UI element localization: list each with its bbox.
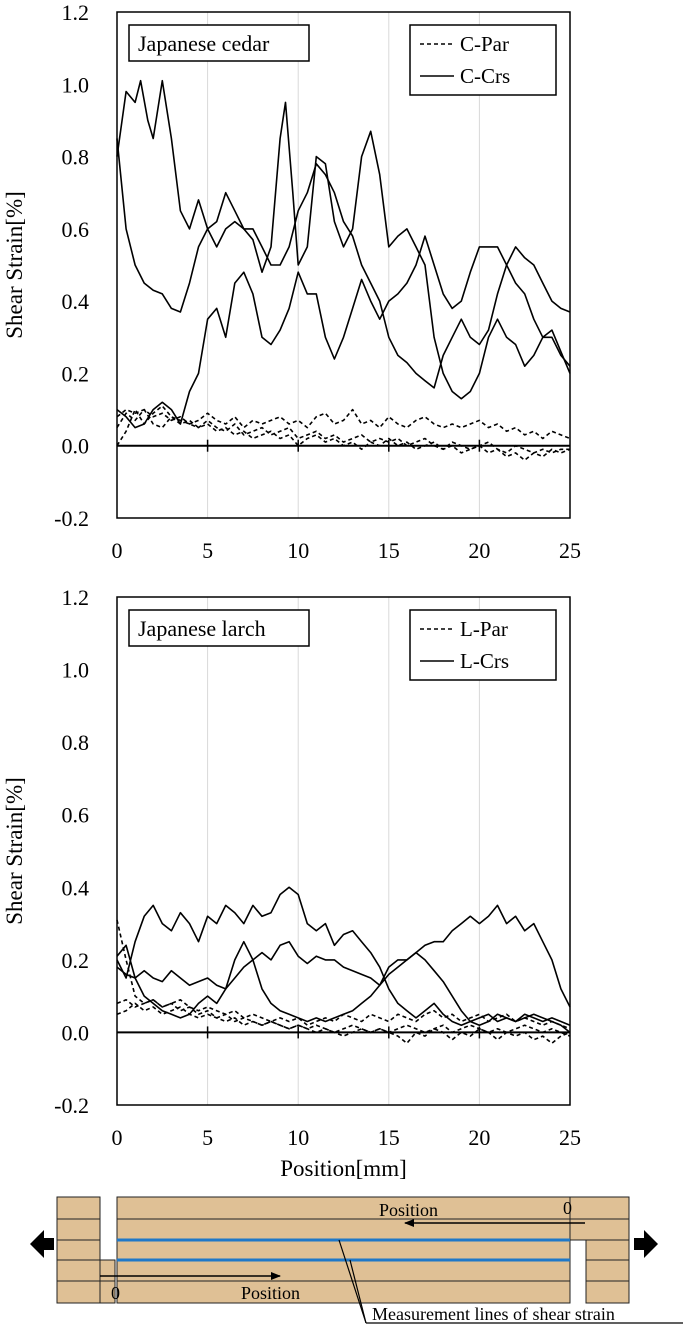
series-c-par-4 (116, 408, 570, 454)
leader-line-2 (349, 1259, 367, 1324)
x-tick-label: 25 (559, 1125, 581, 1150)
x-tick-label: 0 (112, 538, 123, 563)
larch-y-ticks: -0.2 0.0 0.2 0.4 0.6 0.8 1.0 1.2 (54, 585, 89, 1118)
leader-line-1 (338, 1239, 367, 1324)
series-c-crs-1 (116, 138, 571, 389)
wood-block-11 (116, 1280, 571, 1304)
y-tick-label: 0.4 (62, 875, 90, 900)
wood-block-15 (585, 1259, 630, 1282)
position-label-bottom: Position (241, 1283, 300, 1303)
larch-series (116, 886, 571, 1045)
series-l-par-3 (116, 919, 571, 1045)
wood-block-9 (116, 1239, 571, 1261)
zero-label-top: 0 (563, 1198, 572, 1218)
x-tick-label: 25 (559, 538, 581, 563)
larch-plot-frame (116, 596, 571, 1106)
y-tick-label: 0.2 (62, 361, 90, 386)
cedar-y-axis-label: Shear Strain[%] (2, 191, 27, 339)
wood-block-5 (99, 1259, 116, 1282)
right-arrow-icon (634, 1230, 658, 1258)
position-label-top: Position (379, 1200, 438, 1220)
larch-legend-par: L-Par (460, 617, 508, 641)
cedar-x-ticks: 0 5 10 15 20 25 (112, 538, 582, 563)
y-tick-label: 0.2 (62, 948, 90, 973)
larch-grid (207, 597, 480, 1105)
series-l-par-5 (116, 1002, 571, 1037)
y-tick-label: 1.0 (62, 72, 90, 97)
series-l-par-4 (116, 998, 571, 1030)
wood-block-6 (99, 1280, 116, 1304)
x-tick-label: 20 (468, 1125, 490, 1150)
measurement-lines-label: Measurement lines of shear strain (372, 1304, 615, 1324)
wood-block-3 (56, 1259, 101, 1282)
larch-legend-crs: L-Crs (460, 649, 509, 673)
y-tick-label: 1.2 (62, 585, 90, 610)
wood-block-8 (116, 1218, 630, 1241)
cedar-species-label: Japanese cedar (138, 31, 270, 56)
y-tick-label: 0.0 (62, 1020, 90, 1045)
larch-species-label: Japanese larch (138, 616, 266, 641)
cedar-legend-par: C-Par (460, 32, 509, 56)
specimen-diagram: Position 0 Position 0 Measurement lines … (30, 1196, 683, 1324)
y-tick-label: 1.2 (62, 0, 90, 25)
cedar-plot-frame (116, 11, 571, 519)
x-tick-label: 5 (202, 538, 213, 563)
larch-legend: L-Par L-Crs (409, 609, 557, 681)
series-c-par-3 (116, 408, 571, 440)
wood-block-10 (116, 1259, 571, 1282)
wood-block-14 (585, 1239, 630, 1261)
cedar-series (116, 79, 571, 462)
series-c-crs-2 (116, 235, 571, 429)
x-tick-label: 5 (202, 1125, 213, 1150)
y-tick-label: -0.2 (54, 506, 89, 531)
y-tick-label: 0.8 (62, 730, 90, 755)
larch-x-ticks: 0 5 10 15 20 25 (112, 1125, 582, 1150)
cedar-legend-crs: C-Crs (460, 64, 510, 88)
y-tick-label: 0.0 (62, 434, 90, 459)
x-tick-label: 15 (378, 1125, 400, 1150)
larch-label-box: Japanese larch (128, 609, 310, 647)
larch-chart: -0.2 0.0 0.2 0.4 0.6 0.8 1.0 1.2 0 5 10 15 20 25 She… (2, 585, 581, 1181)
y-tick-label: 0.8 (62, 145, 90, 170)
series-l-crs-1 (116, 904, 571, 1008)
wood-block-7 (116, 1196, 630, 1220)
x-tick-label: 0 (112, 1125, 123, 1150)
larch-x-axis-label: Position[mm] (280, 1156, 407, 1181)
wood-block-1 (56, 1218, 101, 1241)
x-tick-label: 20 (468, 538, 490, 563)
series-c-par-5 (116, 405, 571, 462)
wood-block-16 (585, 1280, 630, 1304)
cedar-grid (207, 12, 480, 518)
cedar-chart: -0.2 0.0 0.2 0.4 0.6 0.8 1.0 1.2 0 5 10 15 20 25 She… (2, 0, 581, 563)
y-tick-label: 0.6 (62, 803, 90, 828)
cedar-legend: C-Par C-Crs (409, 24, 557, 96)
wood-block-12 (569, 1196, 630, 1220)
x-tick-label: 10 (287, 538, 309, 563)
series-l-crs-2 (116, 940, 571, 1034)
cedar-label-box: Japanese cedar (128, 24, 310, 62)
y-tick-label: 1.0 (62, 658, 90, 683)
wood-block-13 (569, 1218, 630, 1241)
wood-block-0 (56, 1196, 101, 1220)
cedar-y-ticks: -0.2 0.0 0.2 0.4 0.6 0.8 1.0 1.2 (54, 0, 89, 531)
y-tick-label: 0.6 (62, 217, 90, 242)
zero-label-bottom: 0 (111, 1283, 120, 1303)
wood-block-2 (56, 1239, 101, 1261)
left-arrow-icon (30, 1230, 54, 1258)
series-l-crs-0 (116, 886, 571, 1026)
y-tick-label: 0.4 (62, 289, 90, 314)
y-tick-label: -0.2 (54, 1093, 89, 1118)
larch-y-axis-label: Shear Strain[%] (2, 777, 27, 925)
x-tick-label: 15 (378, 538, 400, 563)
series-c-crs-0 (116, 79, 571, 400)
wood-layers (56, 1196, 630, 1304)
wood-block-4 (56, 1280, 101, 1304)
x-tick-label: 10 (287, 1125, 309, 1150)
